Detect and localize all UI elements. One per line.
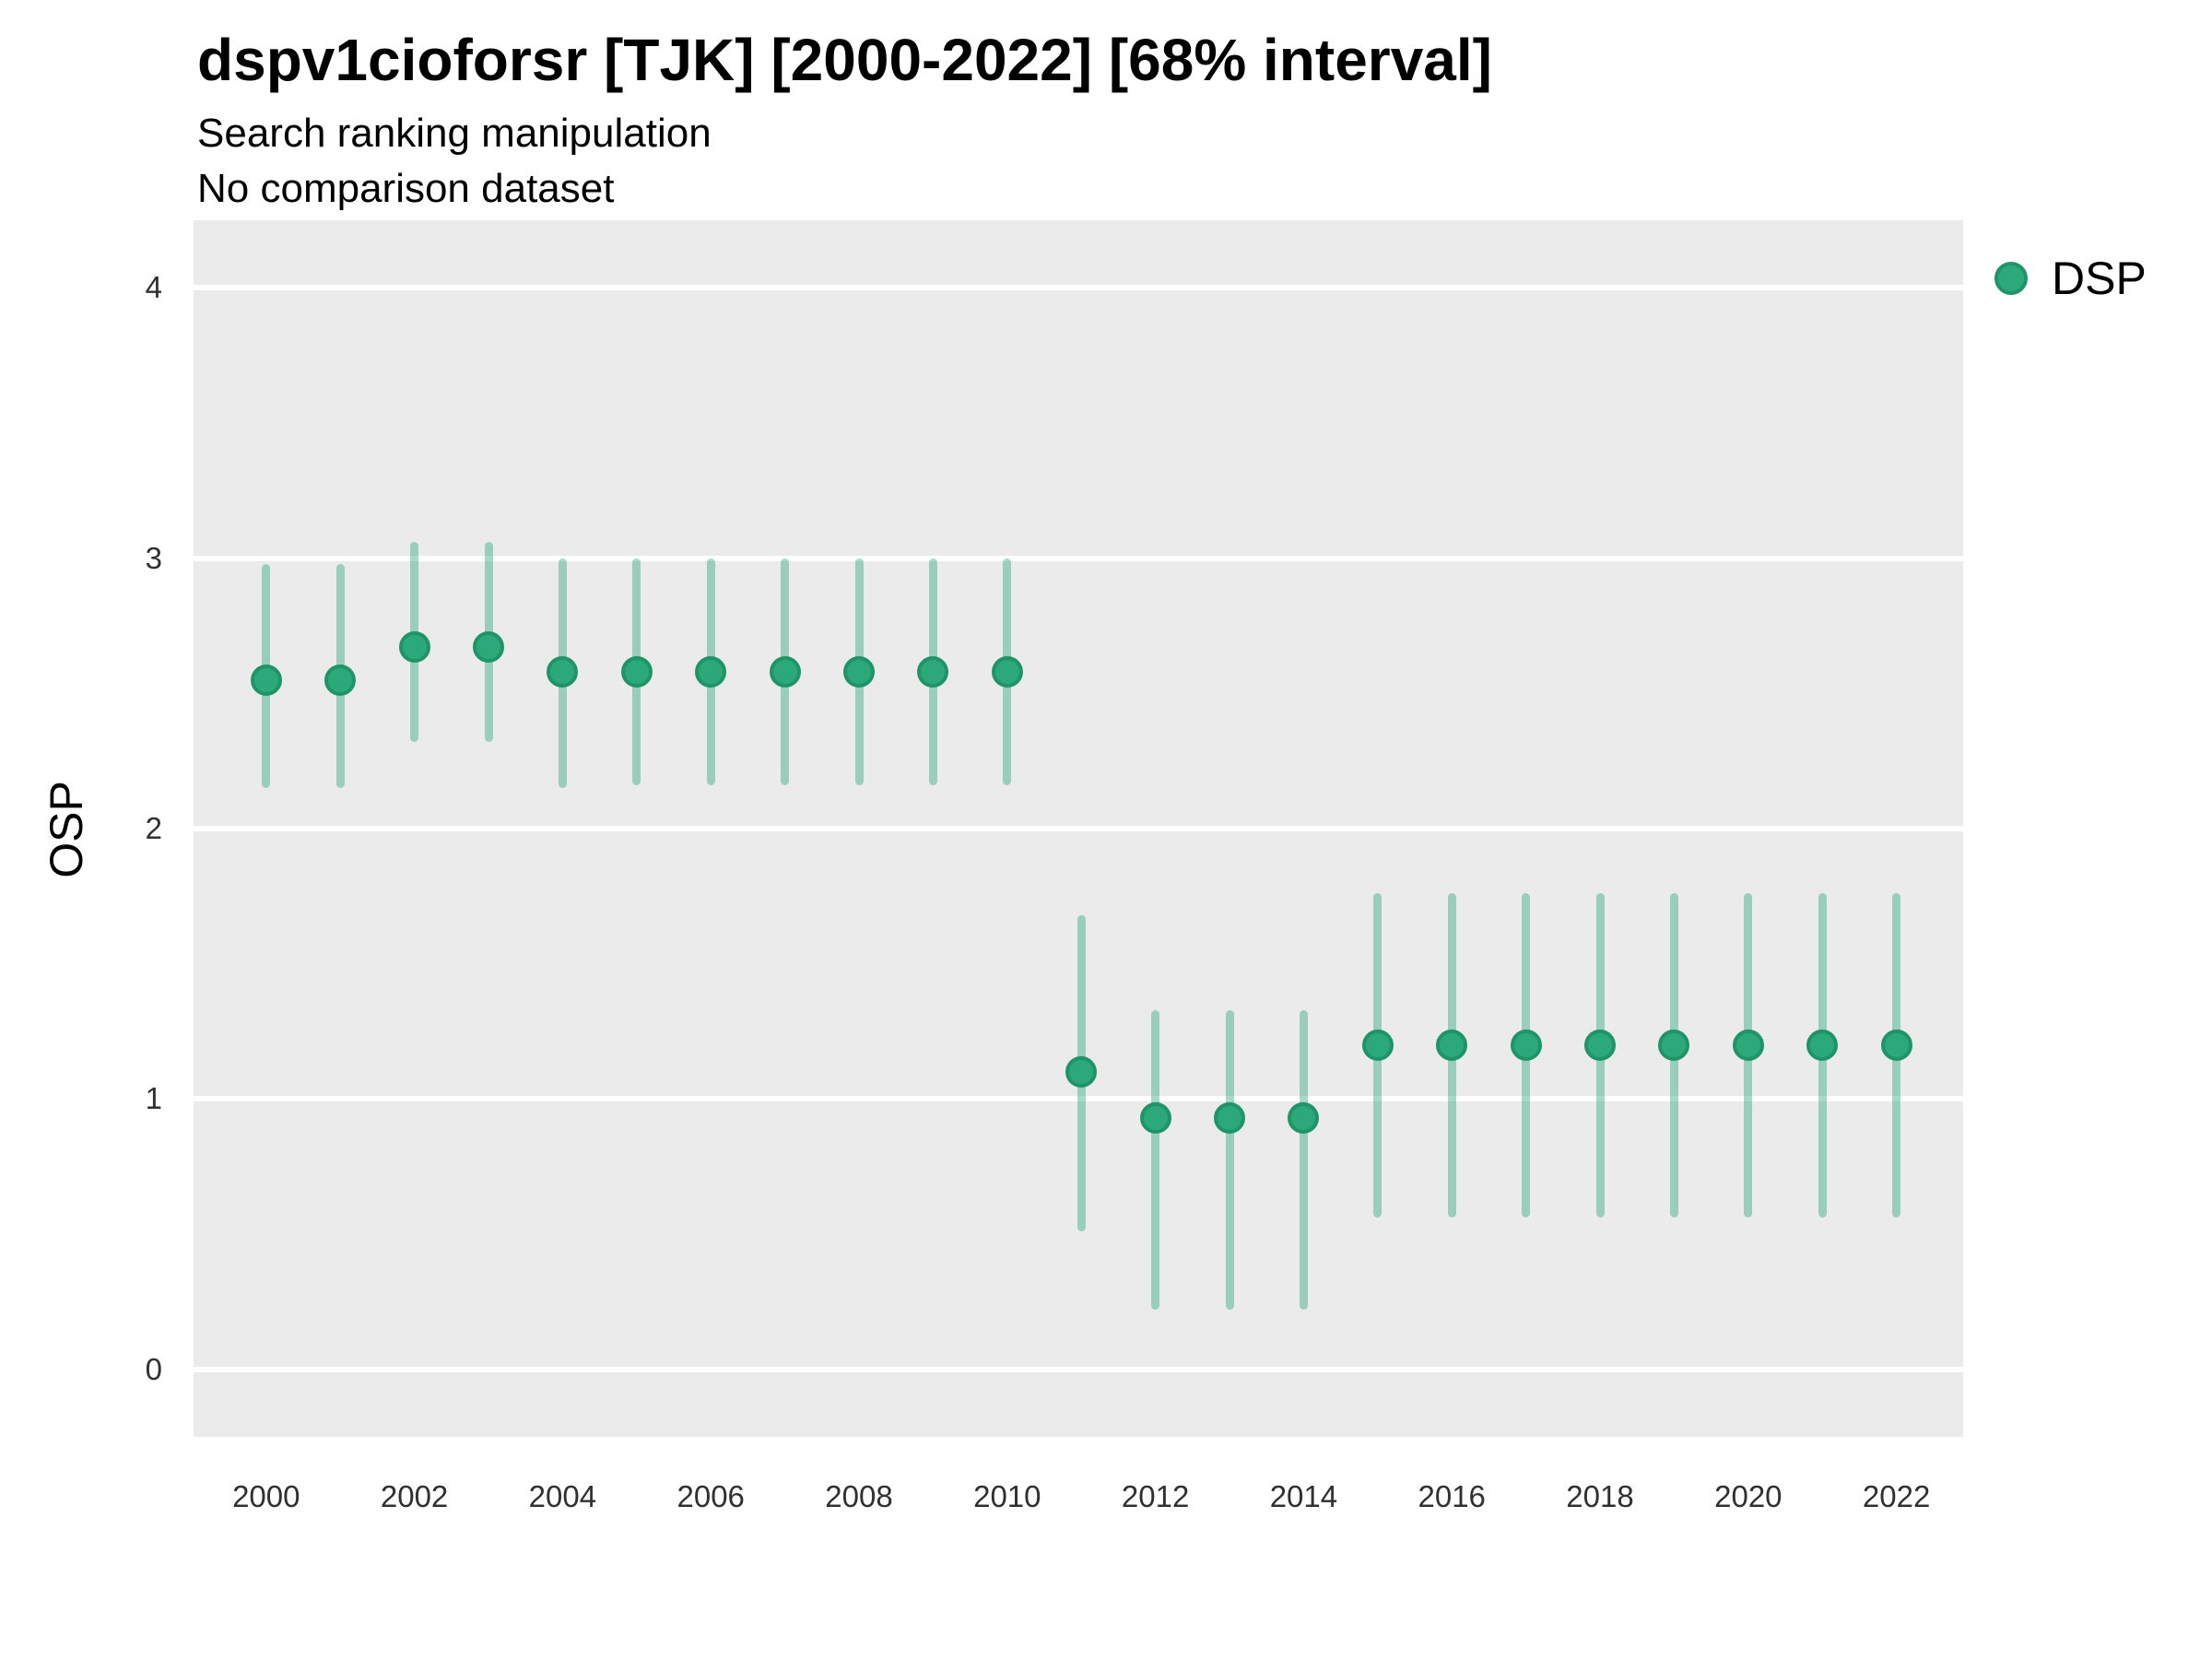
data-point — [547, 655, 579, 688]
data-point — [991, 655, 1023, 688]
data-point — [1288, 1101, 1320, 1134]
x-tick-label: 2000 — [232, 1479, 300, 1513]
x-tick-label: 2020 — [1714, 1479, 1783, 1513]
major-gridline — [194, 285, 1963, 291]
x-tick-label: 2004 — [528, 1479, 597, 1513]
data-point — [1214, 1101, 1246, 1134]
data-point — [769, 655, 801, 688]
data-point — [1880, 1029, 1912, 1061]
data-point — [917, 655, 949, 688]
x-tick-label: 2008 — [825, 1479, 893, 1513]
interval-bar — [1151, 1009, 1160, 1311]
y-tick-label: 1 — [145, 1081, 162, 1116]
x-tick-label: 2006 — [677, 1479, 745, 1513]
interval-bar — [1299, 1009, 1308, 1311]
data-point — [324, 664, 357, 696]
data-point — [398, 631, 430, 664]
major-gridline — [194, 826, 1963, 831]
data-point — [1065, 1056, 1098, 1088]
data-point — [1584, 1029, 1617, 1061]
chart-subtitle: Search ranking manipulation — [197, 111, 712, 156]
data-point — [1658, 1029, 1690, 1061]
interval-bar — [1225, 1009, 1234, 1311]
major-gridline — [194, 1096, 1963, 1102]
data-point — [620, 655, 653, 688]
x-tick-label: 2012 — [1121, 1479, 1190, 1513]
data-point — [1436, 1029, 1468, 1061]
major-gridline — [194, 555, 1963, 561]
data-point — [1510, 1029, 1542, 1061]
x-tick-label: 2002 — [380, 1479, 449, 1513]
x-tick-label: 2016 — [1418, 1479, 1486, 1513]
x-tick-label: 2014 — [1269, 1479, 1338, 1513]
y-tick-label: 2 — [145, 811, 162, 845]
legend-label-dsp: DSP — [2052, 253, 2147, 304]
major-gridline — [194, 1366, 1963, 1372]
y-tick-label: 4 — [145, 270, 162, 305]
y-tick-label: 0 — [145, 1351, 162, 1386]
data-point — [1139, 1101, 1171, 1134]
y-tick-label: 3 — [145, 540, 162, 575]
data-point — [695, 655, 727, 688]
legend-point-icon — [1994, 262, 2028, 295]
chart-title: dspv1cioforsr [TJK] [2000-2022] [68% int… — [197, 27, 1492, 93]
data-point — [250, 664, 282, 696]
x-tick-label: 2018 — [1566, 1479, 1634, 1513]
data-point — [1732, 1029, 1764, 1061]
data-point — [1806, 1029, 1839, 1061]
legend: DSP — [1991, 254, 2212, 302]
data-point — [1361, 1029, 1394, 1061]
data-point — [473, 631, 504, 664]
data-point — [843, 655, 875, 688]
chart-note: No comparison dataset — [197, 166, 615, 211]
x-tick-label: 2022 — [1862, 1479, 1931, 1513]
x-tick-label: 2010 — [973, 1479, 1041, 1513]
